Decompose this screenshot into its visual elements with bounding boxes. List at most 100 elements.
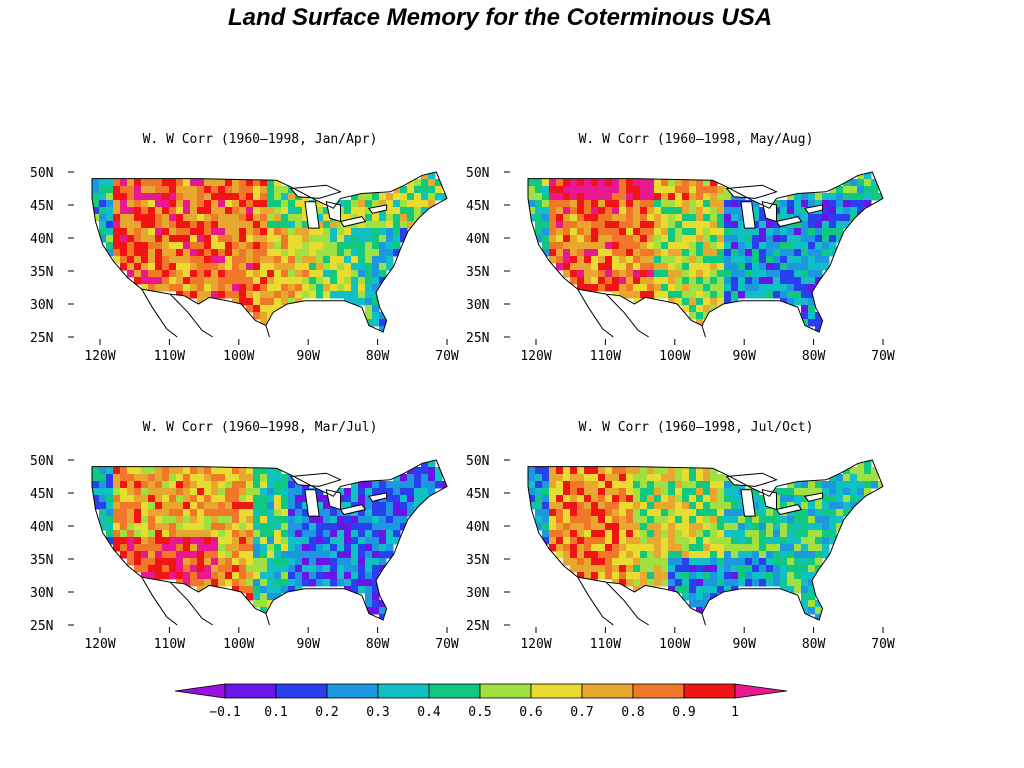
lat-tick-label: 40N [30, 232, 53, 247]
lat-tick-label: 40N [466, 232, 489, 247]
mexico-coastline [265, 613, 270, 626]
lon-tick-label: 100W [223, 349, 254, 364]
colorbar-segment [632, 683, 685, 699]
lon-tick-label: 70W [871, 349, 895, 364]
map-canvas: 50N 45N 40N 35N 30N 25N 120W 110W 100W 90W 80W 70W [466, 166, 895, 364]
lon-tick-label: 120W [84, 349, 115, 364]
lat-tick-label: 40N [30, 520, 53, 535]
lat-tick-label: 25N [30, 619, 53, 634]
colorbar-legend: −0.1 0.1 0.2 0.3 0.4 0.5 0.6 0.7 0.8 0.9 1 [174, 683, 788, 720]
lat-tick-label: 50N [466, 454, 489, 469]
lon-tick-label: 80W [802, 349, 826, 364]
mexico-coastline [577, 288, 614, 338]
mexico-coastline [701, 325, 706, 338]
lat-tick-label: 45N [30, 199, 53, 214]
map-panel-mar-jul: 50N 45N 40N 35N 30N 25N 120W 110W 100W 90W 80W 70W … [30, 420, 470, 660]
lon-tick-label: 120W [520, 349, 551, 364]
lake-outline [289, 184, 342, 199]
lat-tick-label: 50N [466, 166, 489, 181]
mexico-coastline [701, 613, 706, 626]
lat-tick-label: 30N [466, 586, 489, 601]
colorbar-segment [275, 683, 328, 699]
correlation-field [528, 172, 883, 332]
lat-tick-label: 45N [466, 199, 489, 214]
lat-tick-label: 35N [466, 265, 489, 280]
lat-tick-label: 50N [30, 454, 53, 469]
lat-tick-label: 30N [30, 298, 53, 313]
lake-outline [304, 201, 320, 229]
colorbar-segment [224, 683, 277, 699]
lat-tick-label: 25N [466, 331, 489, 346]
lake-outline [368, 204, 388, 214]
lon-tick-label: 80W [802, 637, 826, 652]
colorbar-segment [326, 683, 379, 699]
coastline [527, 459, 884, 621]
panel-title: W. W Corr (1960–1998, Mar/Jul) [142, 420, 378, 435]
map-panel-jan-apr: 50N 45N 40N 35N 30N 25N 120W 110W 100W 90W 80W 70W … [30, 132, 470, 372]
correlation-field [92, 460, 447, 620]
lat-tick-label: 35N [30, 553, 53, 568]
panel-title: W. W Corr (1960–1998, May/Aug) [578, 132, 814, 147]
coastline [91, 171, 448, 333]
colorbar-label: 0.6 [519, 705, 542, 720]
lon-tick-label: 90W [296, 349, 320, 364]
lake-outline [740, 489, 756, 517]
lat-tick-label: 50N [30, 166, 53, 181]
mexico-coastline [605, 293, 649, 338]
lat-tick-label: 35N [30, 265, 53, 280]
correlation-field [528, 460, 883, 620]
lake-outline [304, 489, 320, 517]
mexico-coastline [577, 576, 614, 626]
colorbar-label: 0.9 [672, 705, 695, 720]
correlation-field [92, 172, 447, 332]
colorbar-label: 0.4 [417, 705, 441, 720]
lake-outline [289, 472, 342, 487]
map-panel-may-aug: 50N 45N 40N 35N 30N 25N 120W 110W 100W 90W 80W 70W … [466, 132, 906, 372]
mexico-coastline [605, 581, 649, 626]
lat-tick-label: 25N [30, 331, 53, 346]
mexico-coastline [169, 581, 213, 626]
page-title: Land Surface Memory for the Coterminous … [227, 4, 773, 31]
lon-tick-label: 70W [871, 637, 895, 652]
lon-tick-label: 80W [366, 349, 390, 364]
map-panel-jul-oct: 50N 45N 40N 35N 30N 25N 120W 110W 100W 90W 80W 70W … [466, 420, 906, 660]
colorbar-label: 0.3 [366, 705, 389, 720]
colorbar-segment [428, 683, 481, 699]
lat-tick-label: 45N [466, 487, 489, 502]
lake-outline [368, 492, 388, 502]
lat-tick-label: 30N [466, 298, 489, 313]
colorbar-label: 0.5 [468, 705, 491, 720]
panel-title: W. W Corr (1960–1998, Jul/Oct) [578, 420, 814, 435]
colorbar-under-arrow [174, 683, 226, 699]
colorbar-label: 0.7 [570, 705, 593, 720]
panel-title: W. W Corr (1960–1998, Jan/Apr) [142, 132, 378, 147]
lake-outline [775, 504, 803, 516]
colorbar-label: 1 [731, 705, 739, 720]
lat-tick-label: 45N [30, 487, 53, 502]
colorbar-label: 0.1 [264, 705, 287, 720]
colorbar-over-arrow [734, 683, 788, 699]
lon-tick-label: 110W [154, 349, 185, 364]
colorbar-label: 0.2 [315, 705, 338, 720]
colorbar-segment [377, 683, 430, 699]
lon-tick-label: 70W [435, 637, 459, 652]
lake-outline [804, 492, 824, 502]
mexico-coastline [169, 293, 213, 338]
lon-tick-label: 90W [732, 349, 756, 364]
lake-outline [725, 184, 778, 199]
lon-tick-label: 120W [84, 637, 115, 652]
colorbar-segment [581, 683, 634, 699]
lon-tick-label: 120W [520, 637, 551, 652]
lat-tick-label: 30N [30, 586, 53, 601]
lat-tick-label: 35N [466, 553, 489, 568]
colorbar-segment [530, 683, 583, 699]
coastline [527, 171, 884, 333]
mexico-coastline [141, 288, 178, 338]
lat-tick-label: 25N [466, 619, 489, 634]
lake-outline [725, 472, 778, 487]
lake-outline [740, 201, 756, 229]
map-canvas: 50N 45N 40N 35N 30N 25N 120W 110W 100W 90W 80W 70W [466, 454, 895, 652]
colorbar-segment [683, 683, 736, 699]
coastline [91, 459, 448, 621]
lon-tick-label: 80W [366, 637, 390, 652]
